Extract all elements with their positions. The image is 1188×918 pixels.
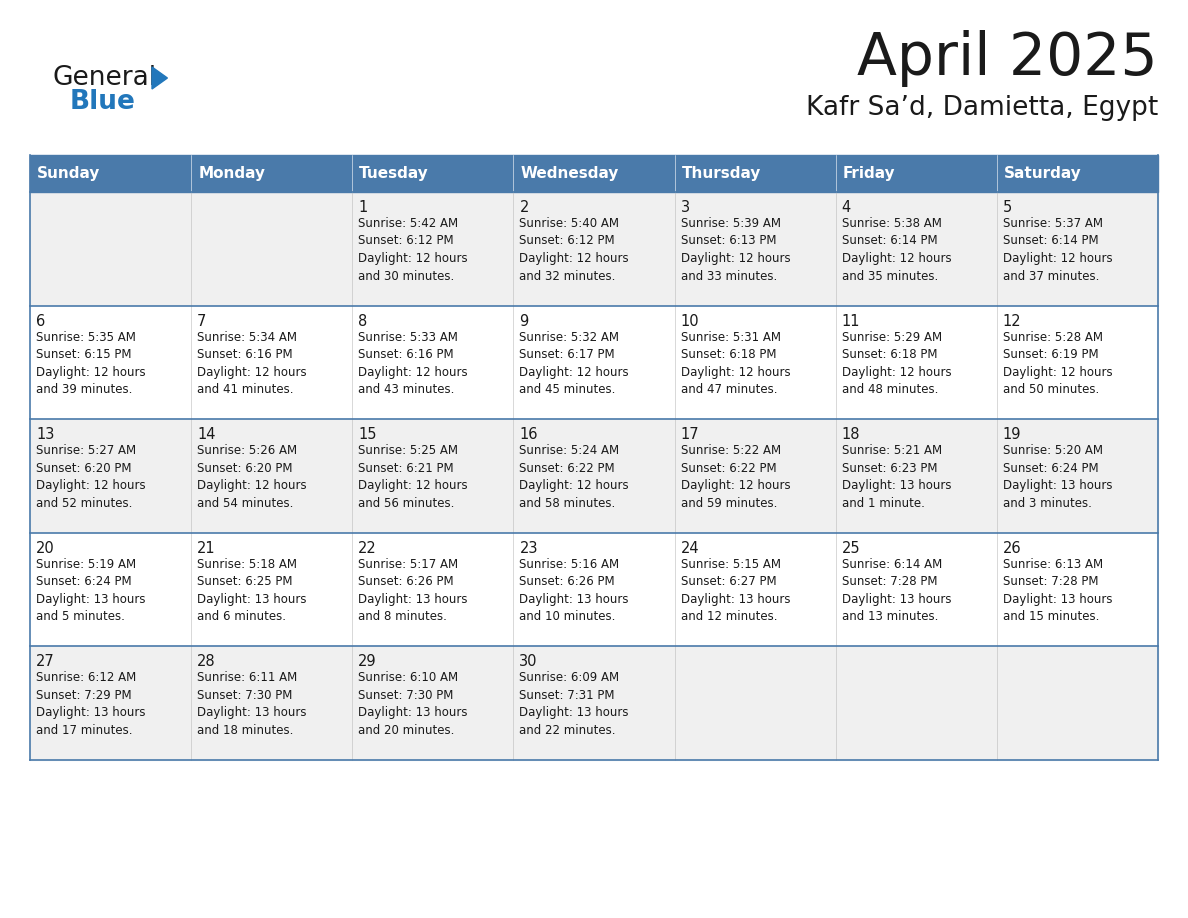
Text: 4: 4 — [842, 200, 851, 215]
Text: Sunrise: 5:25 AM
Sunset: 6:21 PM
Daylight: 12 hours
and 56 minutes.: Sunrise: 5:25 AM Sunset: 6:21 PM Dayligh… — [359, 444, 468, 509]
Polygon shape — [152, 67, 168, 89]
Text: Sunrise: 6:11 AM
Sunset: 7:30 PM
Daylight: 13 hours
and 18 minutes.: Sunrise: 6:11 AM Sunset: 7:30 PM Dayligh… — [197, 671, 307, 737]
Text: Sunrise: 5:26 AM
Sunset: 6:20 PM
Daylight: 12 hours
and 54 minutes.: Sunrise: 5:26 AM Sunset: 6:20 PM Dayligh… — [197, 444, 307, 509]
Text: Sunrise: 6:14 AM
Sunset: 7:28 PM
Daylight: 13 hours
and 13 minutes.: Sunrise: 6:14 AM Sunset: 7:28 PM Dayligh… — [842, 558, 952, 623]
Text: 16: 16 — [519, 427, 538, 442]
Text: 15: 15 — [359, 427, 377, 442]
Text: Sunrise: 5:29 AM
Sunset: 6:18 PM
Daylight: 12 hours
and 48 minutes.: Sunrise: 5:29 AM Sunset: 6:18 PM Dayligh… — [842, 330, 952, 396]
Text: Sunrise: 5:35 AM
Sunset: 6:15 PM
Daylight: 12 hours
and 39 minutes.: Sunrise: 5:35 AM Sunset: 6:15 PM Dayligh… — [36, 330, 146, 396]
Text: 29: 29 — [359, 655, 377, 669]
Text: Sunrise: 5:42 AM
Sunset: 6:12 PM
Daylight: 12 hours
and 30 minutes.: Sunrise: 5:42 AM Sunset: 6:12 PM Dayligh… — [359, 217, 468, 283]
Bar — [30, 155, 1158, 192]
Text: Sunrise: 5:39 AM
Sunset: 6:13 PM
Daylight: 12 hours
and 33 minutes.: Sunrise: 5:39 AM Sunset: 6:13 PM Dayligh… — [681, 217, 790, 283]
Text: Sunrise: 6:13 AM
Sunset: 7:28 PM
Daylight: 13 hours
and 15 minutes.: Sunrise: 6:13 AM Sunset: 7:28 PM Dayligh… — [1003, 558, 1112, 623]
Text: Friday: Friday — [842, 166, 896, 181]
Text: 10: 10 — [681, 314, 700, 329]
Text: 21: 21 — [197, 541, 216, 555]
Text: Sunrise: 5:21 AM
Sunset: 6:23 PM
Daylight: 13 hours
and 1 minute.: Sunrise: 5:21 AM Sunset: 6:23 PM Dayligh… — [842, 444, 952, 509]
Text: 17: 17 — [681, 427, 700, 442]
Text: April 2025: April 2025 — [858, 30, 1158, 87]
Bar — [30, 420, 1158, 532]
Bar — [30, 646, 1158, 760]
Text: 3: 3 — [681, 200, 690, 215]
Text: 11: 11 — [842, 314, 860, 329]
Text: Thursday: Thursday — [682, 166, 762, 181]
Text: Wednesday: Wednesday — [520, 166, 619, 181]
Text: 27: 27 — [36, 655, 55, 669]
Text: 22: 22 — [359, 541, 377, 555]
Text: 5: 5 — [1003, 200, 1012, 215]
Bar — [30, 306, 1158, 420]
Text: Sunrise: 6:12 AM
Sunset: 7:29 PM
Daylight: 13 hours
and 17 minutes.: Sunrise: 6:12 AM Sunset: 7:29 PM Dayligh… — [36, 671, 145, 737]
Text: Sunrise: 6:10 AM
Sunset: 7:30 PM
Daylight: 13 hours
and 20 minutes.: Sunrise: 6:10 AM Sunset: 7:30 PM Dayligh… — [359, 671, 468, 737]
Text: 12: 12 — [1003, 314, 1022, 329]
Text: 6: 6 — [36, 314, 45, 329]
Text: 28: 28 — [197, 655, 216, 669]
Text: 24: 24 — [681, 541, 700, 555]
Text: 7: 7 — [197, 314, 207, 329]
Text: 25: 25 — [842, 541, 860, 555]
Text: 14: 14 — [197, 427, 216, 442]
Text: 2: 2 — [519, 200, 529, 215]
Text: Sunrise: 5:32 AM
Sunset: 6:17 PM
Daylight: 12 hours
and 45 minutes.: Sunrise: 5:32 AM Sunset: 6:17 PM Dayligh… — [519, 330, 630, 396]
Text: Sunday: Sunday — [37, 166, 100, 181]
Text: Sunrise: 6:09 AM
Sunset: 7:31 PM
Daylight: 13 hours
and 22 minutes.: Sunrise: 6:09 AM Sunset: 7:31 PM Dayligh… — [519, 671, 628, 737]
Text: Sunrise: 5:18 AM
Sunset: 6:25 PM
Daylight: 13 hours
and 6 minutes.: Sunrise: 5:18 AM Sunset: 6:25 PM Dayligh… — [197, 558, 307, 623]
Text: 9: 9 — [519, 314, 529, 329]
Text: General: General — [52, 65, 156, 91]
Text: Sunrise: 5:19 AM
Sunset: 6:24 PM
Daylight: 13 hours
and 5 minutes.: Sunrise: 5:19 AM Sunset: 6:24 PM Dayligh… — [36, 558, 145, 623]
Text: Sunrise: 5:40 AM
Sunset: 6:12 PM
Daylight: 12 hours
and 32 minutes.: Sunrise: 5:40 AM Sunset: 6:12 PM Dayligh… — [519, 217, 630, 283]
Text: Tuesday: Tuesday — [359, 166, 429, 181]
Bar — [30, 532, 1158, 646]
Text: 26: 26 — [1003, 541, 1022, 555]
Text: Sunrise: 5:38 AM
Sunset: 6:14 PM
Daylight: 12 hours
and 35 minutes.: Sunrise: 5:38 AM Sunset: 6:14 PM Dayligh… — [842, 217, 952, 283]
Text: Sunrise: 5:20 AM
Sunset: 6:24 PM
Daylight: 13 hours
and 3 minutes.: Sunrise: 5:20 AM Sunset: 6:24 PM Dayligh… — [1003, 444, 1112, 509]
Text: Sunrise: 5:27 AM
Sunset: 6:20 PM
Daylight: 12 hours
and 52 minutes.: Sunrise: 5:27 AM Sunset: 6:20 PM Dayligh… — [36, 444, 146, 509]
Text: 13: 13 — [36, 427, 55, 442]
Text: Saturday: Saturday — [1004, 166, 1081, 181]
Text: Monday: Monday — [198, 166, 265, 181]
Text: Sunrise: 5:17 AM
Sunset: 6:26 PM
Daylight: 13 hours
and 8 minutes.: Sunrise: 5:17 AM Sunset: 6:26 PM Dayligh… — [359, 558, 468, 623]
Text: Sunrise: 5:15 AM
Sunset: 6:27 PM
Daylight: 13 hours
and 12 minutes.: Sunrise: 5:15 AM Sunset: 6:27 PM Dayligh… — [681, 558, 790, 623]
Text: Sunrise: 5:37 AM
Sunset: 6:14 PM
Daylight: 12 hours
and 37 minutes.: Sunrise: 5:37 AM Sunset: 6:14 PM Dayligh… — [1003, 217, 1112, 283]
Text: Sunrise: 5:31 AM
Sunset: 6:18 PM
Daylight: 12 hours
and 47 minutes.: Sunrise: 5:31 AM Sunset: 6:18 PM Dayligh… — [681, 330, 790, 396]
Text: Sunrise: 5:34 AM
Sunset: 6:16 PM
Daylight: 12 hours
and 41 minutes.: Sunrise: 5:34 AM Sunset: 6:16 PM Dayligh… — [197, 330, 307, 396]
Text: Sunrise: 5:28 AM
Sunset: 6:19 PM
Daylight: 12 hours
and 50 minutes.: Sunrise: 5:28 AM Sunset: 6:19 PM Dayligh… — [1003, 330, 1112, 396]
Text: Blue: Blue — [70, 89, 135, 115]
Text: Sunrise: 5:24 AM
Sunset: 6:22 PM
Daylight: 12 hours
and 58 minutes.: Sunrise: 5:24 AM Sunset: 6:22 PM Dayligh… — [519, 444, 630, 509]
Bar — [30, 192, 1158, 306]
Text: Sunrise: 5:16 AM
Sunset: 6:26 PM
Daylight: 13 hours
and 10 minutes.: Sunrise: 5:16 AM Sunset: 6:26 PM Dayligh… — [519, 558, 628, 623]
Text: 8: 8 — [359, 314, 367, 329]
Text: Sunrise: 5:33 AM
Sunset: 6:16 PM
Daylight: 12 hours
and 43 minutes.: Sunrise: 5:33 AM Sunset: 6:16 PM Dayligh… — [359, 330, 468, 396]
Text: 23: 23 — [519, 541, 538, 555]
Text: 19: 19 — [1003, 427, 1022, 442]
Text: Sunrise: 5:22 AM
Sunset: 6:22 PM
Daylight: 12 hours
and 59 minutes.: Sunrise: 5:22 AM Sunset: 6:22 PM Dayligh… — [681, 444, 790, 509]
Text: Kafr Sa’d, Damietta, Egypt: Kafr Sa’d, Damietta, Egypt — [805, 95, 1158, 121]
Text: 18: 18 — [842, 427, 860, 442]
Text: 20: 20 — [36, 541, 55, 555]
Text: 30: 30 — [519, 655, 538, 669]
Text: 1: 1 — [359, 200, 367, 215]
